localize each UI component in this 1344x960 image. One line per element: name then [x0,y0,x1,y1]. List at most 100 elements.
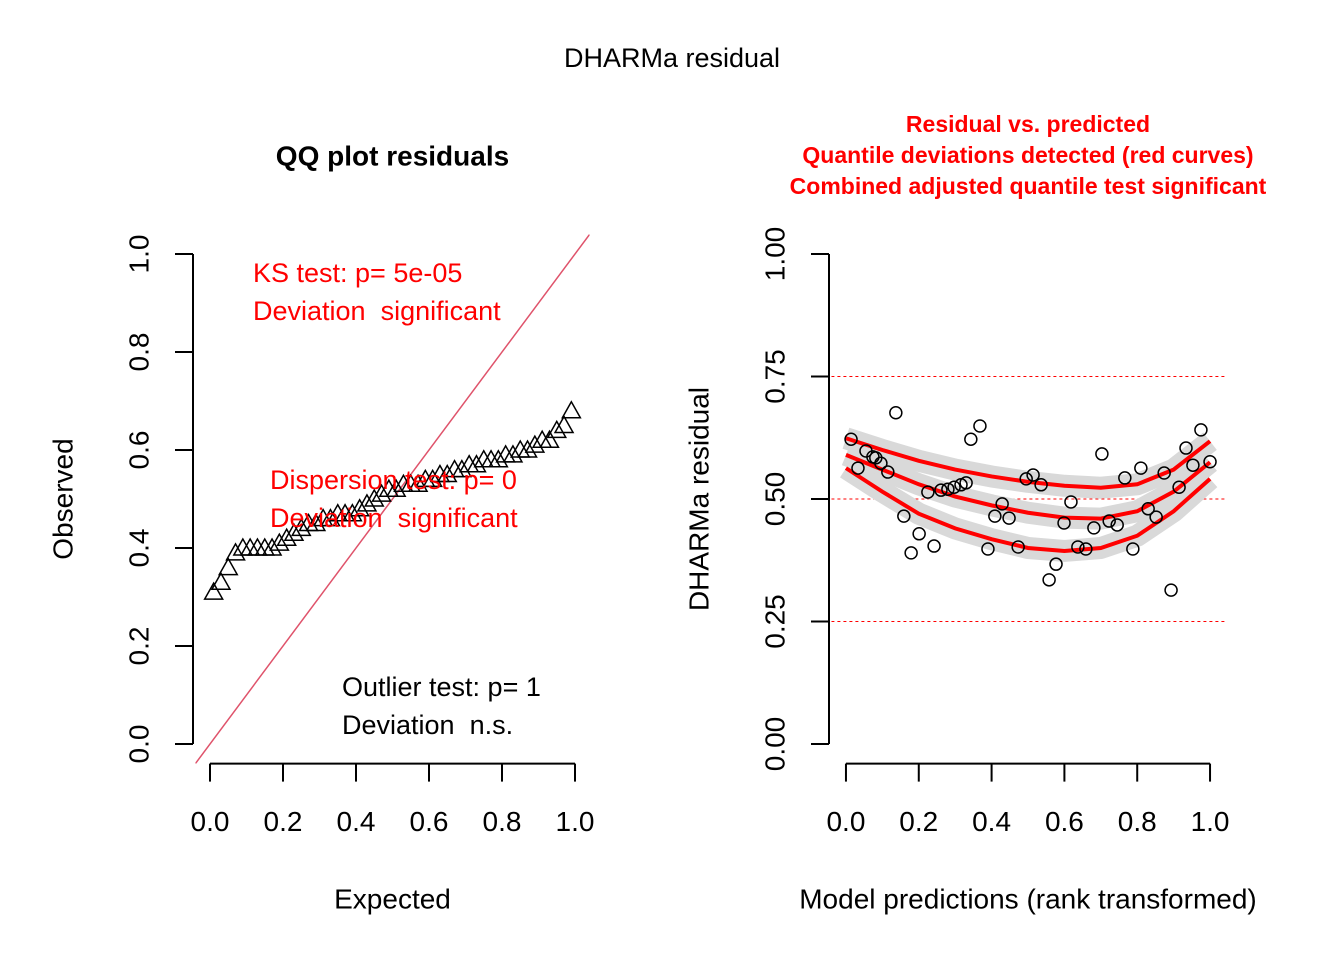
point [1172,480,1186,494]
point [466,454,487,473]
point [407,473,429,493]
annotation: Deviation significant [270,503,518,533]
panel-title: Combined adjusted quantile test signific… [790,173,1267,199]
point [1071,540,1085,554]
y-tick-label: 0.8 [123,333,154,372]
point [851,461,865,475]
point [1011,540,1025,554]
point [1141,502,1155,516]
point [225,542,246,561]
point [904,546,918,560]
x-tick-label: 0.2 [264,806,303,837]
x-tick-label: 0.8 [1118,806,1157,837]
point [941,482,955,496]
point [1002,511,1016,525]
y-tick-label: 0.6 [123,431,154,470]
quantile-curve [844,466,1212,553]
point [1157,466,1171,480]
y-axis-label: Observed [47,438,78,559]
point [261,537,283,556]
y-tick-label: 0.00 [759,717,790,772]
point [1203,455,1217,469]
x-tick-label: 0.6 [410,806,449,837]
point [973,419,987,433]
panel-title: Residual vs. predicted [906,111,1150,137]
point [927,539,941,553]
point [981,542,995,556]
point [524,434,546,453]
x-axis-label: Model predictions (rank transformed) [799,883,1257,914]
point [1110,518,1124,532]
point [342,503,363,522]
y-tick-label: 1.0 [123,235,154,274]
point [517,439,538,458]
y-tick-label: 0.4 [123,529,154,568]
point [203,581,224,600]
point [488,449,509,468]
point [964,432,978,446]
point [1149,510,1163,524]
point [947,480,961,494]
point [1164,583,1178,597]
annotation: KS test: p= 5e-05 [253,258,462,288]
reference-line [195,234,590,764]
page-title: DHARMa residual [564,43,780,73]
point [995,497,1009,511]
point [320,508,341,527]
point [561,400,582,419]
point [290,517,312,537]
plot-area [831,376,1225,622]
point [881,465,895,479]
point [959,476,973,490]
point [897,509,911,523]
point [889,406,903,420]
x-tick-label: 0.4 [972,806,1011,837]
point [451,459,473,478]
y-tick-label: 0.25 [759,594,790,649]
quantile-curve [845,453,1212,521]
point [1179,441,1193,455]
point [385,478,407,497]
point [1118,471,1132,485]
point [349,498,370,517]
point [269,532,290,551]
point [210,571,232,591]
point [1049,557,1063,571]
point [363,488,385,507]
point [305,512,327,532]
point [1064,495,1078,509]
panel-title: QQ plot residuals [276,140,509,171]
point [874,456,888,470]
x-tick-label: 0.2 [899,806,938,837]
point [1126,542,1140,556]
point [276,527,297,546]
x-tick-label: 0.0 [826,806,865,837]
x-tick-label: 1.0 [1191,806,1230,837]
point [502,444,524,463]
y-axis-label: DHARMa residual [683,387,714,611]
point [217,557,239,576]
quantile-curve [845,436,1212,490]
y-tick-label: 0.0 [123,725,154,764]
y-tick-label: 0.50 [759,472,790,527]
point [553,414,575,434]
point [921,485,935,499]
point [371,483,392,502]
point [1102,514,1116,528]
y-tick-label: 0.2 [123,627,154,666]
point [1034,478,1048,492]
point [988,509,1002,523]
point [1042,573,1056,587]
point [1026,468,1040,482]
panel-title: Quantile deviations detected (red curves… [802,142,1253,168]
point [422,468,443,488]
point [1134,461,1148,475]
point [844,432,858,446]
x-tick-label: 0.6 [1045,806,1084,837]
annotation: Deviation significant [253,296,501,326]
x-tick-label: 0.0 [191,806,230,837]
point [356,493,378,512]
annotation: Deviation n.s. [342,710,513,740]
point [283,522,305,542]
